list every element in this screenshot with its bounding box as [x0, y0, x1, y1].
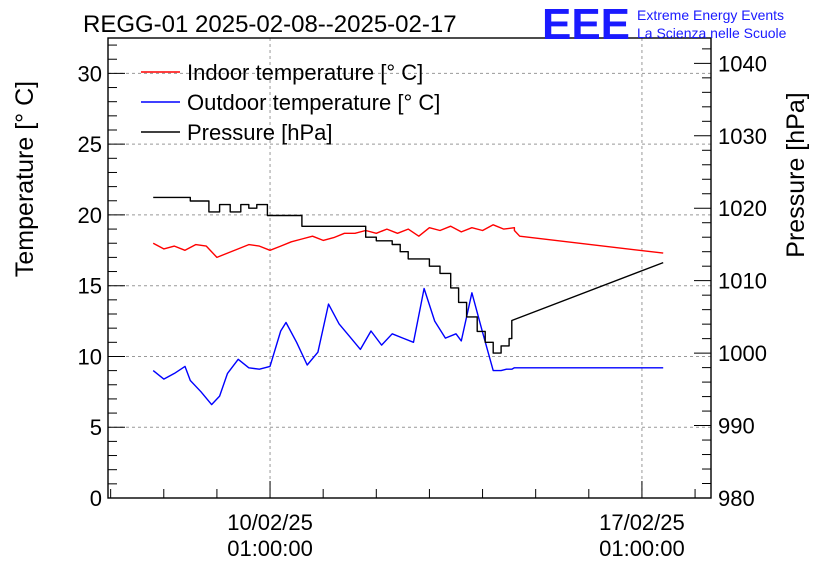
- right-tick-label: 1030: [718, 124, 767, 149]
- right-tick-label: 1040: [718, 51, 767, 76]
- legend-label-pressure: Pressure [hPa]: [187, 120, 333, 145]
- chart-title: REGG-01 2025-02-08--2025-02-17: [83, 11, 457, 38]
- indoor-temperature-line: [152, 224, 664, 259]
- right-tick-label: 1010: [718, 269, 767, 294]
- x-tick-label-date: 17/02/25: [599, 510, 685, 535]
- right-tick-label: 980: [718, 486, 755, 511]
- x-tick-label-time: 01:00:00: [227, 536, 313, 561]
- left-tick-label: 10: [78, 344, 102, 369]
- pressure-line: [153, 196, 664, 354]
- right-axis: 980 990 1000 1010 1020 1030 1040: [694, 48, 767, 511]
- legend-label-indoor: Indoor temperature [° C]: [187, 60, 423, 85]
- legend-label-outdoor: Outdoor temperature [° C]: [187, 90, 440, 115]
- series-layer: [152, 196, 664, 406]
- right-tick-label: 990: [718, 414, 755, 439]
- legend: Indoor temperature [° C] Outdoor tempera…: [141, 60, 440, 145]
- right-axis-label: Pressure [hPa]: [782, 92, 810, 257]
- left-tick-label: 15: [78, 274, 102, 299]
- left-tick-label: 20: [78, 203, 102, 228]
- right-tick-label: 1020: [718, 196, 767, 221]
- left-tick-label: 25: [78, 132, 102, 157]
- left-tick-label: 5: [90, 415, 102, 440]
- x-tick-label-date: 10/02/25: [227, 510, 313, 535]
- plot-frame: [107, 37, 712, 499]
- x-tick-label-time: 01:00:00: [599, 536, 685, 561]
- left-axis: 0 5 10 15 20 25 30: [78, 44, 125, 511]
- left-tick-label: 0: [90, 486, 102, 511]
- eee-logo-mark: EEE: [542, 0, 630, 49]
- left-tick-label: 30: [78, 61, 102, 86]
- left-axis-label: Temperature [° C]: [11, 81, 39, 277]
- right-tick-label: 1000: [718, 341, 767, 366]
- eee-logo: EEE Extreme Energy Events La Scienza nel…: [542, 0, 787, 49]
- logo-line-1: Extreme Energy Events: [637, 7, 784, 23]
- outdoor-temperature-line: [152, 287, 664, 406]
- logo-line-2: La Scienza nelle Scuole: [637, 25, 787, 41]
- gridlines: [108, 38, 711, 498]
